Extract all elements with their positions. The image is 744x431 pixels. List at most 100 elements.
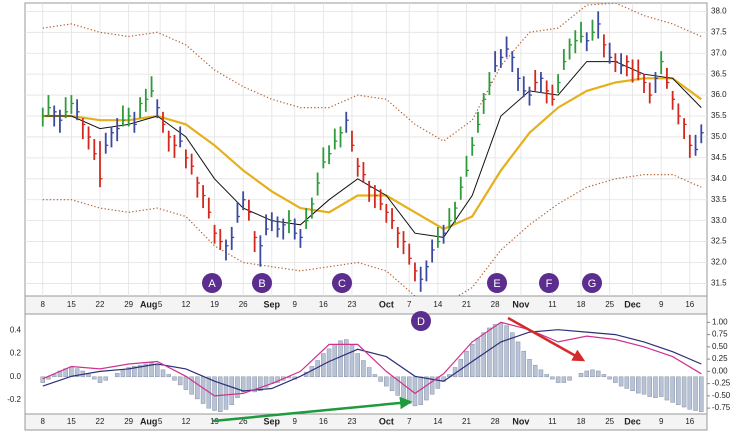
histogram-bar	[40, 376, 46, 383]
y-tick-label: 0.4	[10, 325, 22, 334]
histogram-bar	[74, 368, 80, 378]
annotation-label: B	[258, 278, 265, 290]
x-tick-label: Dec	[624, 416, 641, 426]
x-tick-label: 18	[577, 417, 586, 426]
annotation-marker	[202, 273, 222, 293]
histogram-bar	[699, 376, 704, 412]
histogram-bar	[510, 332, 515, 378]
histogram-bar	[636, 376, 641, 394]
y-tick-label: 35.5	[711, 111, 727, 120]
histogram-bar	[555, 376, 561, 383]
x-tick-label: 14	[433, 417, 442, 426]
moving-average	[42, 77, 702, 231]
x-tick-label: Sep	[264, 299, 281, 309]
histogram-bar	[504, 325, 509, 378]
histogram-bar	[200, 376, 206, 404]
y2-tick-label: 0.25	[712, 354, 728, 363]
x-tick-label: 26	[239, 417, 248, 426]
histogram-bar	[172, 376, 177, 381]
histogram-bar	[601, 374, 607, 378]
annotation-label: A	[208, 278, 216, 290]
histogram-bar	[355, 353, 360, 378]
x-tick-label: Sep	[264, 416, 281, 426]
y-tick-label: 38.0	[711, 6, 727, 15]
histogram-bar	[607, 376, 612, 380]
annotation-label: D	[417, 316, 425, 328]
price-plot	[25, 3, 707, 296]
histogram-bar	[218, 376, 223, 412]
annotation-label: E	[493, 278, 500, 290]
y-tick-label: -0.2	[7, 395, 21, 404]
histogram-bar	[177, 376, 183, 386]
x-tick-label: 23	[348, 300, 357, 309]
y2-tick-label: 0.00	[712, 366, 728, 375]
x-tick-label: Dec	[624, 299, 641, 309]
histogram-bar	[155, 364, 160, 378]
histogram-bar	[246, 376, 252, 391]
histogram-bar	[515, 341, 521, 378]
histogram-bar	[687, 376, 693, 410]
y-tick-label: 32.0	[711, 258, 727, 267]
histogram-bar	[361, 360, 366, 378]
histogram-bar	[544, 374, 549, 378]
x-tick-label: Aug	[140, 299, 158, 309]
x-tick-label: 9	[292, 300, 297, 309]
macd-plot	[40, 321, 704, 412]
annotation-marker	[252, 273, 272, 293]
x-tick-label: 5	[158, 417, 163, 426]
x-tick-label: 16	[685, 300, 694, 309]
x-tick-label: Nov	[512, 416, 529, 426]
histogram-bar	[212, 376, 217, 411]
histogram-bar	[578, 373, 584, 378]
histogram-bar	[258, 376, 263, 391]
histogram-bar	[114, 373, 120, 378]
histogram-bar	[664, 376, 670, 401]
x-tick-label: 11	[548, 300, 557, 309]
green-arrow	[212, 396, 413, 423]
y-tick-label: 0.0	[10, 372, 22, 381]
price-panel	[24, 2, 708, 297]
histogram-bar	[332, 343, 338, 378]
histogram-bar	[166, 374, 171, 378]
macd-x-axis	[24, 413, 708, 431]
macd-panel	[24, 313, 708, 415]
histogram-bar	[492, 324, 498, 378]
annotation-label: C	[338, 278, 346, 290]
y2-tick-label: -0.50	[712, 391, 731, 400]
histogram-bar	[630, 376, 635, 391]
y-tick-label: 34.5	[711, 153, 727, 162]
axes: 8 15 22 29 Aug 5 12 19 26 Sep 9 16 23 Oct 7 14 21 28 Nov 11…	[7, 6, 731, 426]
x-tick-label: 9	[292, 417, 297, 426]
x-tick-label: 29	[124, 417, 133, 426]
y2-tick-label: 1.00	[712, 317, 728, 326]
histogram-bar	[527, 359, 532, 378]
annotation-marker	[411, 311, 431, 331]
histogram-bar	[92, 376, 97, 380]
histogram-bar	[424, 376, 429, 401]
x-tick-label: 25	[605, 417, 614, 426]
histogram-bar	[532, 364, 538, 378]
red-arrow	[507, 316, 586, 362]
histogram-bar	[240, 376, 246, 393]
envelope-line	[42, 174, 702, 296]
x-tick-label: 8	[41, 300, 46, 309]
y-tick-label: 32.5	[711, 237, 727, 246]
macd-line	[42, 329, 702, 392]
histogram-bar	[160, 369, 166, 378]
histogram-bar	[384, 376, 389, 387]
x-tick-label: 9	[659, 417, 664, 426]
histogram-bar	[263, 376, 269, 388]
y2-tick-label: -0.75	[712, 403, 731, 412]
histogram-bar	[137, 364, 143, 378]
histogram-bar	[618, 376, 624, 387]
x-tick-label: 12	[181, 417, 190, 426]
histogram-bar	[401, 376, 406, 401]
x-tick-label: 16	[319, 300, 328, 309]
y-tick-label: 37.0	[711, 48, 727, 57]
histogram-bar	[143, 363, 149, 378]
histogram-bar	[435, 376, 441, 389]
histogram-bar	[676, 376, 681, 405]
histogram-bar	[521, 350, 527, 378]
histogram-bar	[693, 376, 698, 411]
histogram-bar	[624, 376, 630, 389]
